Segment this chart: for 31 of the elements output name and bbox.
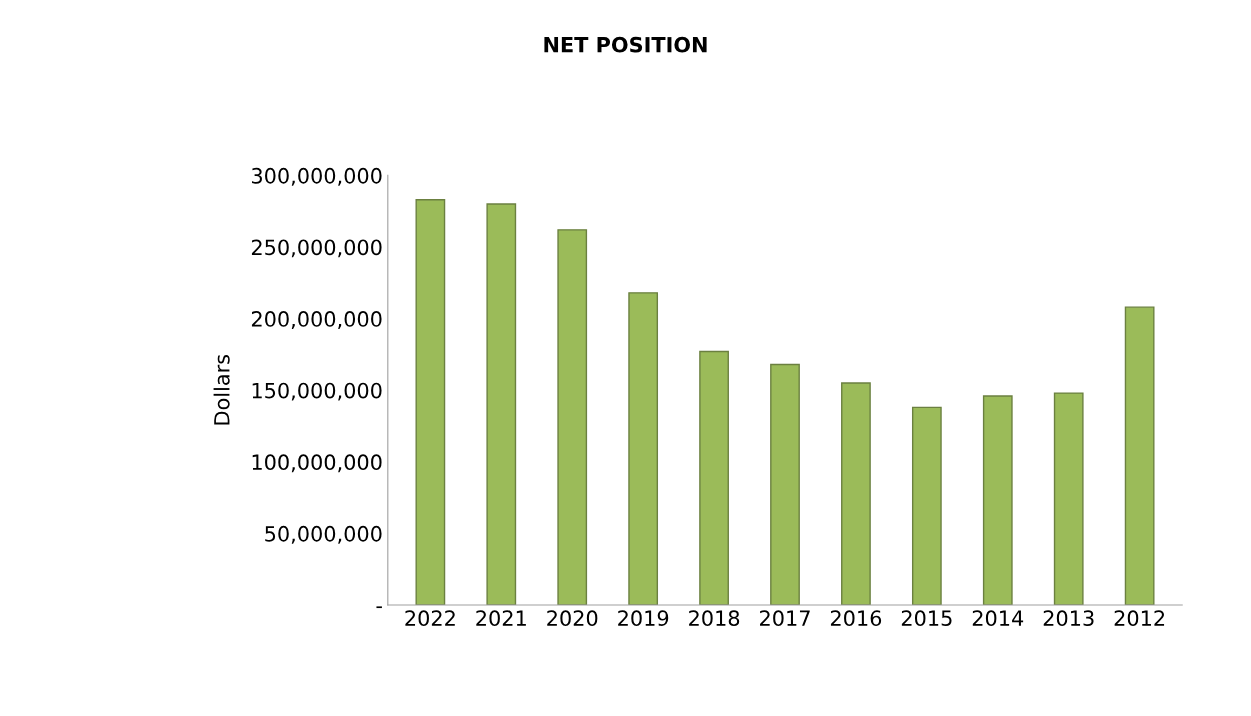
bar bbox=[1053, 392, 1084, 606]
x-tick-label: 2016 bbox=[830, 610, 882, 627]
chart-title: NET POSITION bbox=[544, 36, 707, 53]
bar bbox=[1124, 306, 1155, 606]
bar bbox=[770, 363, 800, 606]
bar bbox=[699, 350, 729, 606]
y-tick-label: - bbox=[376, 606, 382, 609]
bar bbox=[841, 382, 871, 606]
y-tick-label: 250,000,000 bbox=[251, 239, 382, 258]
y-tick-label: 50,000,000 bbox=[265, 525, 382, 544]
x-tick-label: 2021 bbox=[476, 610, 526, 627]
x-tick-label: 2017 bbox=[760, 610, 810, 627]
x-tick-label: 2015 bbox=[901, 610, 952, 627]
bar bbox=[628, 292, 659, 606]
y-tick-label: 300,000,000 bbox=[252, 167, 382, 186]
x-tick-label: 2018 bbox=[689, 610, 740, 627]
y-tick-label: 200,000,000 bbox=[251, 311, 382, 329]
bar bbox=[982, 395, 1013, 606]
x-tick-label: 2022 bbox=[405, 610, 455, 627]
y-tick-label: 150,000,000 bbox=[252, 382, 382, 401]
x-tick-label: 2013 bbox=[1043, 610, 1094, 627]
y-axis-title: Dollars bbox=[213, 354, 230, 425]
x-tick-label: 2014 bbox=[972, 610, 1024, 627]
bar bbox=[486, 203, 517, 606]
bar bbox=[911, 406, 942, 606]
x-tick-label: 2020 bbox=[547, 610, 598, 627]
y-tick-label: 100,000,000 bbox=[252, 454, 382, 473]
bar bbox=[415, 199, 446, 606]
bar bbox=[557, 229, 588, 606]
x-tick-label: 2012 bbox=[1114, 610, 1165, 627]
x-tick-label: 2019 bbox=[618, 610, 669, 627]
